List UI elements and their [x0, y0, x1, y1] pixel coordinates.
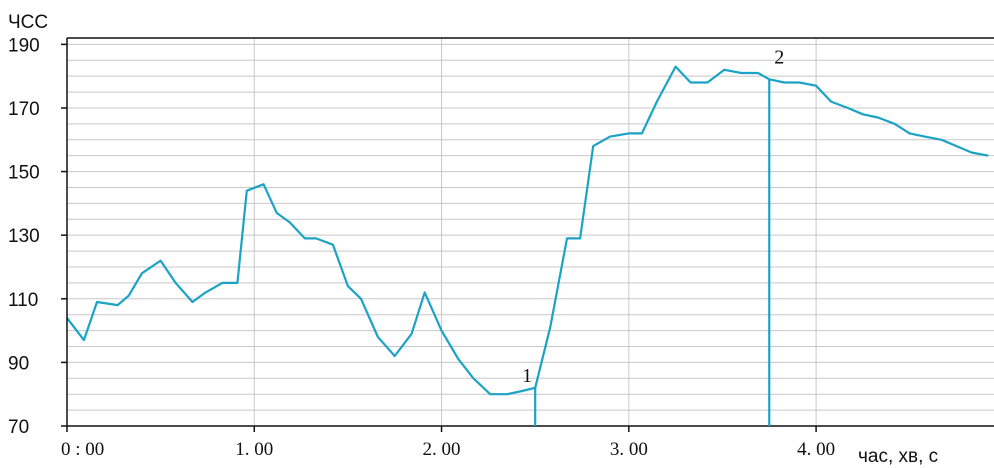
major-gridlines: [253, 38, 817, 426]
axes-layer: [61, 37, 994, 432]
x-tick-label: 1. 00: [235, 439, 273, 460]
x-tick-label: 4. 00: [797, 439, 835, 460]
marker-label-1: 1: [522, 365, 532, 387]
y-axis-label: ЧСС: [8, 12, 48, 33]
x-tick-label: 3. 00: [610, 439, 648, 460]
heart-rate-line: [66, 65, 989, 396]
x-tick-labels: 0 : 00 1. 00 2. 00 3. 00 4. 00: [61, 439, 835, 460]
y-tick-label: 130: [8, 226, 40, 247]
annotations: 12: [522, 46, 784, 426]
y-tick-label: 90: [8, 353, 29, 374]
y-tick-label: 190: [8, 35, 40, 56]
x-axis-label: час, хв, с: [858, 446, 938, 467]
y-tick-label: 170: [8, 99, 40, 120]
y-tick-label: 110: [8, 290, 38, 311]
x-tick-label: 2. 00: [423, 439, 461, 460]
marker-label-2: 2: [774, 46, 784, 68]
y-tick-labels: 70 90 110 130 150 170 190: [8, 35, 40, 438]
x-tick-label: 0 : 00: [61, 439, 104, 460]
minor-gridlines: [67, 43, 994, 427]
y-tick-label: 70: [8, 417, 29, 438]
y-tick-label: 150: [8, 163, 40, 184]
series-layer: [66, 65, 989, 396]
